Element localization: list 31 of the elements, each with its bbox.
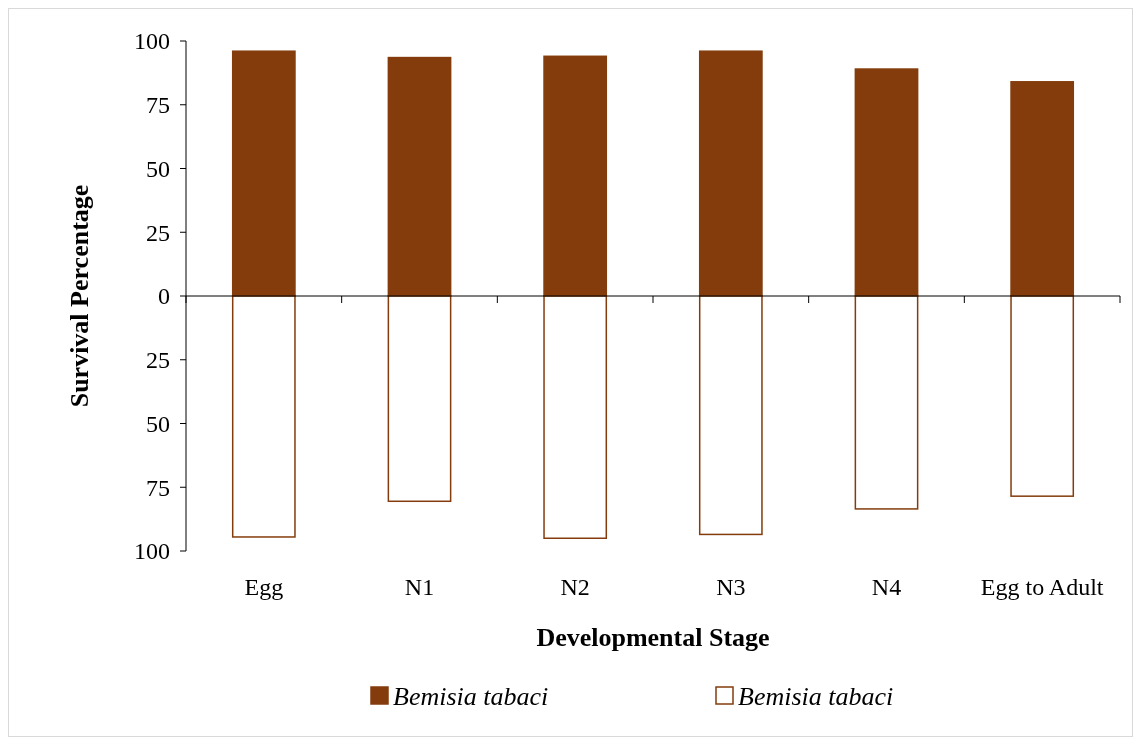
bar bbox=[698, 50, 763, 297]
y-tick-label: 100 bbox=[134, 538, 170, 565]
y-tick-label: 75 bbox=[146, 474, 170, 501]
y-tick-label: 25 bbox=[146, 347, 170, 374]
bar bbox=[543, 295, 608, 539]
x-axis-title: Developmental Stage bbox=[536, 623, 770, 652]
legend-label: Bemisia tabaci bbox=[738, 682, 894, 712]
y-tick-label: 0 bbox=[158, 283, 170, 310]
x-tick-label: N2 bbox=[560, 574, 590, 600]
bar bbox=[543, 55, 608, 297]
x-tick-label: N3 bbox=[716, 574, 746, 600]
y-tick-label: 75 bbox=[146, 92, 170, 119]
y-tick-label: 100 bbox=[134, 28, 170, 55]
bar bbox=[1010, 295, 1075, 497]
x-tick-label: N4 bbox=[871, 574, 902, 600]
bar bbox=[387, 295, 452, 503]
y-tick-label: 50 bbox=[146, 410, 170, 437]
legend-label: Bemisia tabaci bbox=[393, 682, 549, 712]
bar bbox=[698, 295, 763, 536]
bar bbox=[231, 295, 296, 538]
x-tick-label: N1 bbox=[404, 574, 435, 600]
bar bbox=[387, 56, 452, 297]
bar bbox=[854, 68, 919, 297]
bar bbox=[854, 295, 919, 510]
x-tick-label: Egg to Adult bbox=[980, 574, 1104, 600]
bar bbox=[231, 50, 296, 297]
y-tick-label: 25 bbox=[146, 219, 170, 246]
y-tick-label: 50 bbox=[146, 155, 170, 182]
bar bbox=[1010, 81, 1075, 297]
y-axis-title: Survival Percentage bbox=[65, 184, 94, 408]
x-tick-label: Egg bbox=[244, 574, 284, 600]
